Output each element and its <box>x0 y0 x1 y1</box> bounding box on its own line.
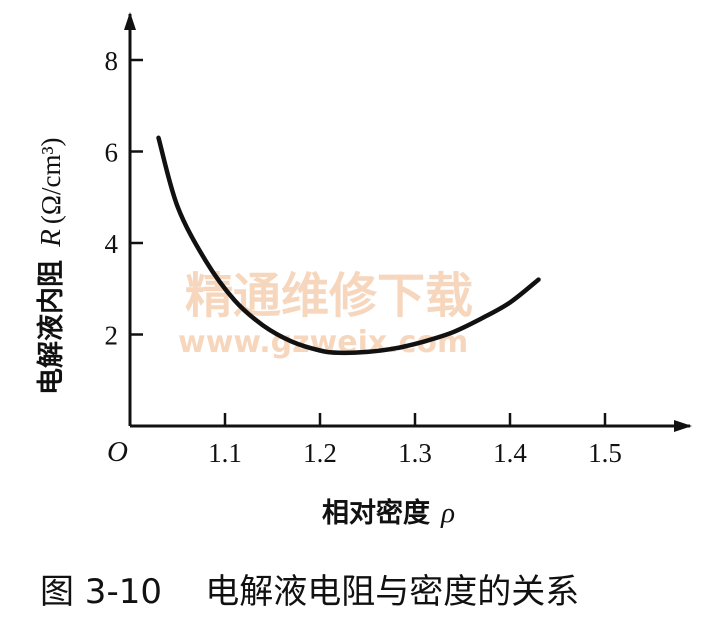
x-tick-label: 1.5 <box>588 438 622 468</box>
x-tick-label: 1.2 <box>303 438 337 468</box>
y-tick-label: 6 <box>105 138 119 168</box>
y-axis-title-text: 电解液内阻 <box>36 260 67 395</box>
x-tick-label: 1.3 <box>398 438 432 468</box>
x-ticks: 1.1 1.2 1.3 1.4 1.5 <box>208 413 622 468</box>
x-axis-title-text: 相对密度 <box>322 497 430 529</box>
y-tick-label: 2 <box>105 321 119 351</box>
y-tick-label: 4 <box>105 229 119 259</box>
origin-label: O <box>107 436 128 468</box>
y-tick-label: 8 <box>105 46 119 76</box>
x-axis-title: 相对密度 ρ <box>322 497 455 529</box>
series-line <box>156 135 541 356</box>
x-tick-label: 1.1 <box>208 438 242 468</box>
x-axis-symbol: ρ <box>440 497 455 529</box>
y-axis-symbol: R <box>35 229 67 248</box>
figure-caption: 图 3-10 电解液电阻与密度的关系 <box>40 572 579 612</box>
x-tick-label: 1.4 <box>493 438 527 468</box>
y-axis-title: 电解液内阻 R (Ω/cm³) <box>35 137 67 395</box>
y-axis-unit: (Ω/cm³) <box>36 137 66 224</box>
y-ticks: 2 4 6 8 <box>105 46 143 351</box>
